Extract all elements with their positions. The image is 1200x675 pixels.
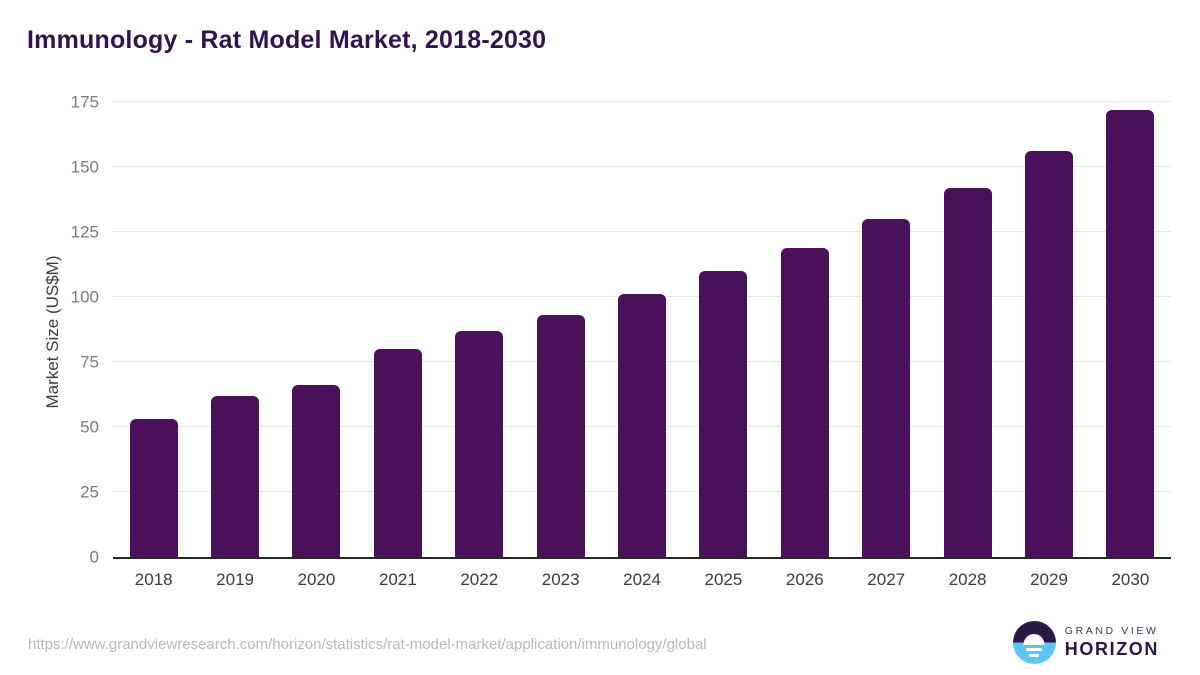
horizon-sun-icon bbox=[1012, 621, 1056, 664]
y-tick-label: 175 bbox=[70, 92, 99, 112]
bar-2024[interactable] bbox=[618, 294, 667, 557]
bar-slot bbox=[1008, 104, 1089, 557]
bar-slot bbox=[276, 104, 357, 557]
gridline bbox=[113, 166, 1171, 167]
bar-slot bbox=[1090, 104, 1171, 557]
y-tick-label: 125 bbox=[70, 222, 99, 242]
bar-2027[interactable] bbox=[862, 219, 911, 557]
x-tick-label: 2029 bbox=[1030, 570, 1068, 589]
bar-2021[interactable] bbox=[373, 349, 422, 557]
bar-slot bbox=[439, 104, 520, 557]
bar-slot bbox=[683, 104, 764, 557]
sun-reflection-line bbox=[1026, 647, 1043, 651]
x-tick-label: 2026 bbox=[785, 570, 824, 589]
bar-slot bbox=[601, 104, 682, 557]
y-tick-label: 75 bbox=[80, 352, 99, 372]
gridline bbox=[113, 101, 1171, 102]
bar-slot bbox=[113, 104, 194, 557]
bar-slot bbox=[927, 104, 1008, 557]
y-tick-label: 50 bbox=[80, 417, 99, 437]
y-tick-label: 100 bbox=[70, 287, 99, 307]
x-tick-label: 2021 bbox=[378, 570, 417, 589]
bar-2025[interactable] bbox=[699, 271, 748, 557]
x-tick-label: 2019 bbox=[216, 570, 254, 589]
bar-2019[interactable] bbox=[211, 395, 260, 557]
bar-slot bbox=[357, 104, 438, 557]
x-tick-label: 2018 bbox=[134, 570, 173, 589]
x-tick-label: 2020 bbox=[297, 570, 336, 589]
bar-2020[interactable] bbox=[292, 385, 341, 557]
gridline bbox=[113, 231, 1171, 232]
sun-reflection-line bbox=[1029, 653, 1040, 657]
y-tick-label: 0 bbox=[89, 547, 99, 567]
x-axis-labels: 2018 2019 2020 2021 2022 2023 2024 2025 2026 2027… bbox=[113, 570, 1171, 590]
y-axis-title: Market Size (US$M) bbox=[43, 255, 62, 409]
bars-layer bbox=[113, 104, 1171, 557]
bar-2023[interactable] bbox=[536, 315, 585, 557]
logo-text: GRAND VIEW HORIZON bbox=[1065, 625, 1159, 660]
grand-view-horizon-logo: GRAND VIEW HORIZON bbox=[1012, 621, 1159, 664]
logo-brand-name: GRAND VIEW bbox=[1064, 625, 1159, 637]
x-tick-label: 2025 bbox=[704, 570, 743, 589]
x-tick-label: 2030 bbox=[1111, 570, 1150, 589]
bar-2029[interactable] bbox=[1024, 151, 1073, 557]
bar-slot bbox=[764, 104, 845, 557]
plot-area: 0 25 50 75 100 125 150 175 2018 2019 2020 2021 2022… bbox=[71, 94, 1171, 589]
y-tick-label: 25 bbox=[80, 482, 99, 502]
bar-2022[interactable] bbox=[455, 330, 504, 557]
source-url: https://www.grandviewresearch.com/horizo… bbox=[28, 636, 707, 653]
bar-slot bbox=[194, 104, 275, 557]
bar-2026[interactable] bbox=[780, 247, 829, 557]
bar-2018[interactable] bbox=[129, 419, 178, 557]
x-tick-label: 2023 bbox=[541, 570, 580, 589]
x-tick-label: 2027 bbox=[867, 570, 906, 589]
x-tick-label: 2024 bbox=[623, 570, 661, 589]
bar-slot bbox=[846, 104, 927, 557]
logo-product-name: HORIZON bbox=[1064, 639, 1159, 659]
x-tick-label: 2022 bbox=[460, 570, 499, 589]
y-tick-label: 150 bbox=[70, 157, 99, 177]
sun-shape bbox=[1023, 633, 1045, 645]
bar-2028[interactable] bbox=[943, 187, 992, 557]
x-tick-label: 2028 bbox=[948, 570, 987, 589]
bar-slot bbox=[520, 104, 601, 557]
bar-2030[interactable] bbox=[1106, 109, 1155, 557]
chart-title: Immunology - Rat Model Market, 2018-2030 bbox=[27, 26, 547, 54]
